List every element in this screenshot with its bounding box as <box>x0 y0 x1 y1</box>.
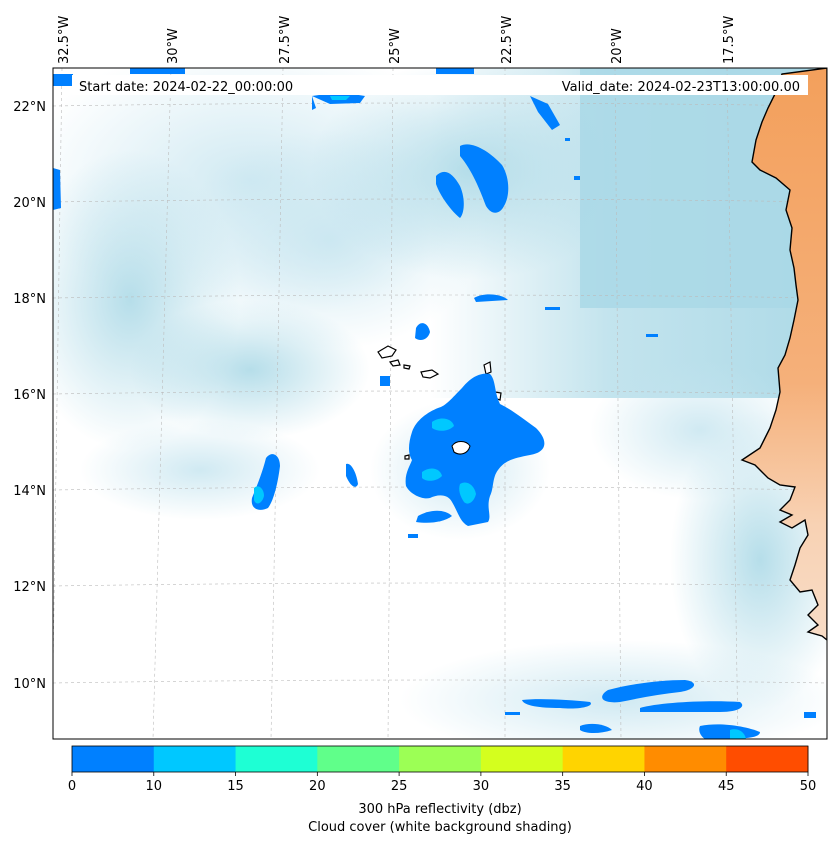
colorbar-swatch <box>72 746 155 772</box>
colorbar-label-line2: Cloud cover (white background shading) <box>308 820 572 835</box>
lat-label: 22°N <box>13 100 46 115</box>
lat-label: 20°N <box>13 196 46 211</box>
longitude-labels: 32.5°W 30°W 27.5°W 25°W 22.5°W 20°W 17.5… <box>57 16 737 64</box>
colorbar-tick-label: 0 <box>68 779 76 794</box>
colorbar-label-line1: 300 hPa reflectivity (dbz) <box>358 802 521 817</box>
colorbar-swatch <box>644 746 727 772</box>
lat-label: 10°N <box>13 677 46 692</box>
colorbar-swatch <box>317 746 400 772</box>
colorbar-tick-label: 25 <box>391 779 408 794</box>
colorbar-swatch <box>562 746 645 772</box>
colorbar-swatch <box>153 746 237 772</box>
colorbar-tick-label: 30 <box>473 779 490 794</box>
colorbar-swatch <box>235 746 318 772</box>
colorbar-tick-label: 20 <box>309 779 326 794</box>
lat-label: 12°N <box>13 580 46 595</box>
lon-label: 32.5°W <box>57 16 72 64</box>
map-frame <box>52 67 828 740</box>
colorbar-swatch <box>399 746 482 772</box>
colorbar-ticks: 0 10 15 20 25 30 35 40 45 50 <box>68 772 816 794</box>
colorbar-frame <box>71 745 809 773</box>
colorbar-tick-label: 40 <box>636 779 653 794</box>
lat-label: 18°N <box>13 292 46 307</box>
valid-date-label: Valid_date: 2024-02-23T13:00:00.00 <box>562 80 800 95</box>
colorbar-tick-label: 15 <box>227 779 244 794</box>
latitude-labels: 22°N 20°N 18°N 16°N 14°N 12°N 10°N <box>13 100 46 692</box>
colorbar-tick-label: 50 <box>800 779 817 794</box>
lat-label: 14°N <box>13 484 46 499</box>
lon-label: 17.5°W <box>722 16 737 64</box>
colorbar-swatch <box>726 746 809 772</box>
colorbar-tick-label: 35 <box>554 779 571 794</box>
colorbar-tick-label: 45 <box>718 779 735 794</box>
lon-label: 27.5°W <box>278 16 293 64</box>
lon-label: 25°W <box>388 28 403 64</box>
cape-verde-islands <box>377 345 502 460</box>
no-echo-hole <box>451 440 471 455</box>
info-banner: Start date: 2024-02-22_00:00:00 Valid_da… <box>72 75 808 95</box>
colorbar-swatches <box>72 746 809 772</box>
banner-background <box>72 75 808 95</box>
start-date-label: Start date: 2024-02-22_00:00:00 <box>79 80 293 95</box>
lon-label: 22.5°W <box>500 16 515 64</box>
lat-label: 16°N <box>13 388 46 403</box>
africa-coast <box>740 68 827 641</box>
lon-label: 20°W <box>610 28 625 64</box>
graticule <box>53 68 827 739</box>
colorbar-swatch <box>480 746 564 772</box>
map-panel <box>53 68 827 739</box>
reflectivity-0-10 <box>53 68 816 739</box>
colorbar: 0 10 15 20 25 30 35 40 45 50 300 hPa reflectivity… <box>68 745 816 835</box>
colorbar-tick-label: 10 <box>146 779 163 794</box>
reflectivity-10-15 <box>254 96 746 739</box>
lon-label: 30°W <box>166 28 181 64</box>
